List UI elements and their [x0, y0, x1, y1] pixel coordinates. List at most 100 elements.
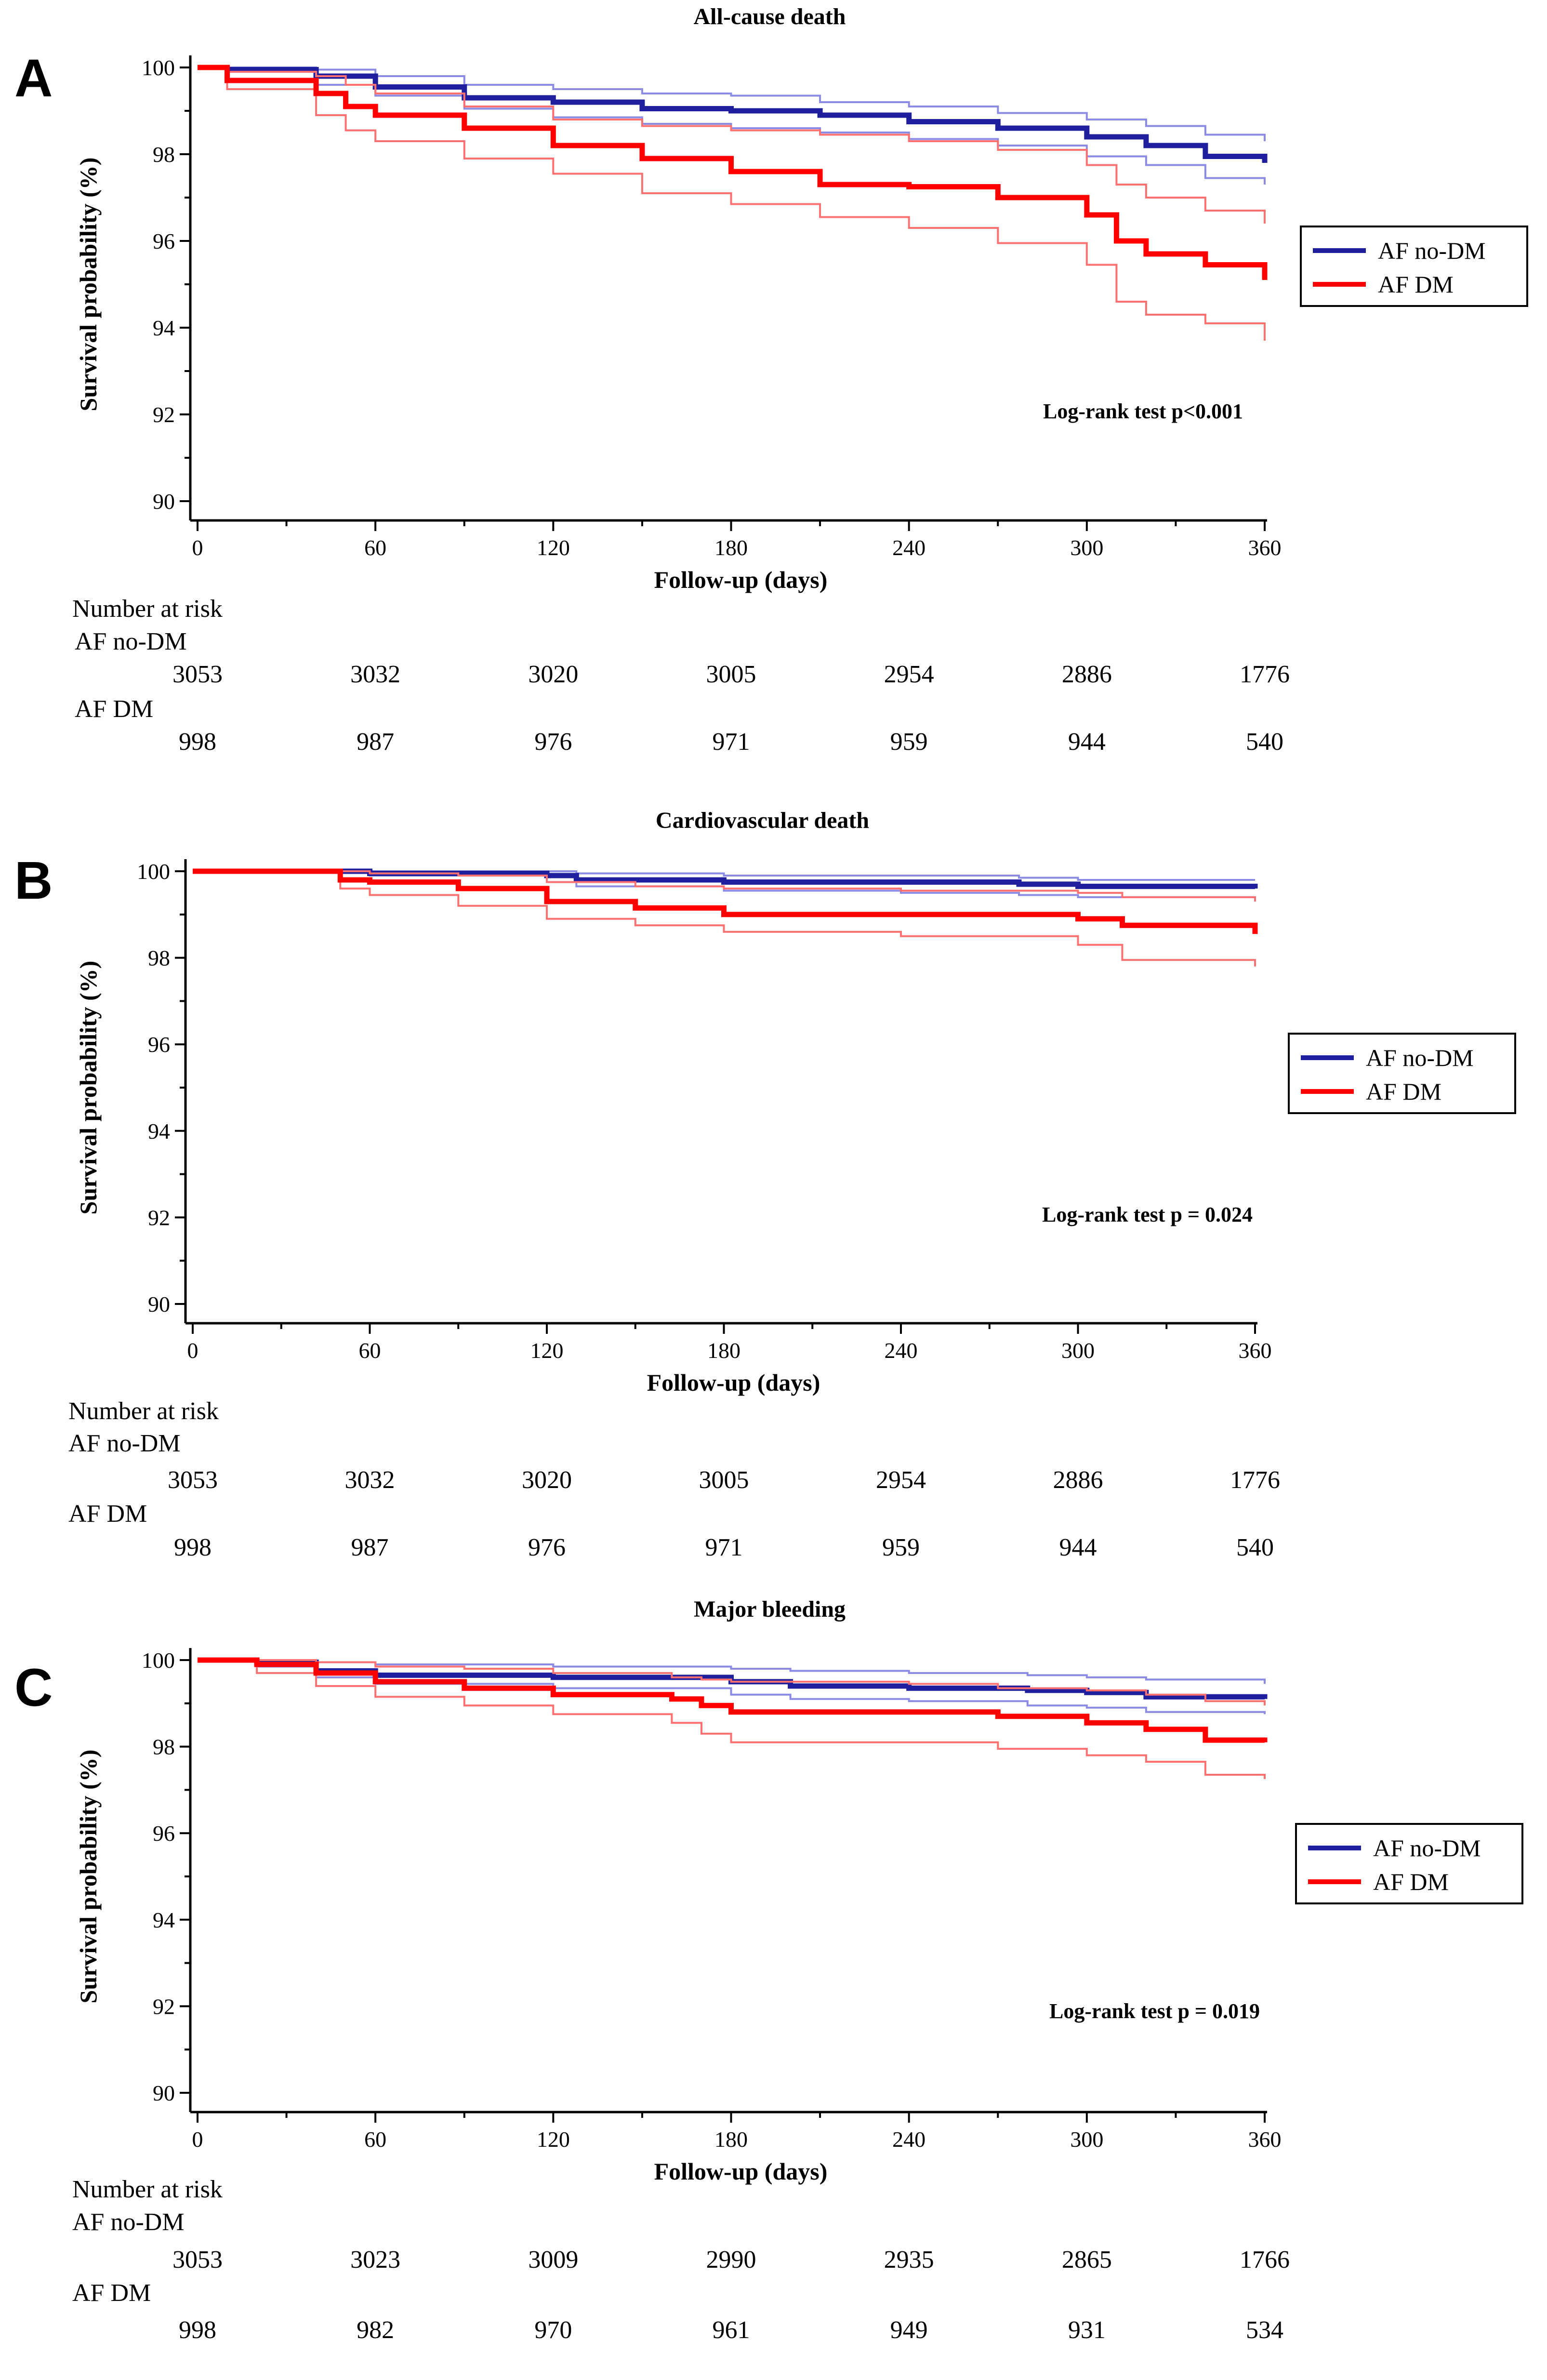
y-tick-label: 90 [148, 1292, 170, 1316]
risk-value: 3032 [345, 1466, 395, 1494]
risk-value: 3023 [350, 2246, 400, 2274]
risk-value: 976 [528, 1534, 566, 1561]
x-tick-label: 240 [892, 2127, 926, 2152]
risk-value: 971 [705, 1534, 743, 1561]
y-axis-label: Survival probability (%) [75, 158, 102, 412]
survival-line [198, 65, 1268, 280]
y-tick-label: 96 [148, 1032, 170, 1057]
series-af-no-dm [193, 868, 1258, 900]
risk-value: 961 [713, 2316, 750, 2344]
x-tick-label: 180 [714, 2127, 748, 2152]
risk-value: 2886 [1062, 661, 1112, 688]
risk-value: 982 [357, 2316, 394, 2344]
risk-value: 2954 [876, 1466, 926, 1494]
chart-title: Cardiovascular death [656, 808, 869, 833]
y-tick-label: 90 [153, 489, 175, 514]
risk-value: 987 [357, 728, 394, 756]
risk-value: 987 [351, 1534, 389, 1561]
y-tick-label: 94 [153, 1908, 175, 1932]
risk-value: 959 [890, 728, 928, 756]
logrank-annotation: Log-rank test p = 0.024 [1042, 1203, 1253, 1226]
y-tick-label: 92 [153, 1994, 175, 2019]
risk-heading: Number at risk [72, 2176, 223, 2203]
risk-value: 971 [713, 728, 750, 756]
risk-value: 959 [882, 1534, 920, 1561]
y-tick-label: 100 [142, 55, 175, 80]
panel-letter: B [14, 851, 53, 910]
risk-value: 998 [174, 1534, 212, 1561]
risk-value: 2886 [1053, 1466, 1103, 1494]
risk-value: 944 [1059, 1534, 1097, 1561]
legend-label: AF no-DM [1378, 237, 1486, 264]
x-tick-label: 240 [885, 1338, 918, 1363]
x-tick-label: 300 [1061, 1338, 1095, 1363]
x-tick-label: 0 [192, 2127, 203, 2152]
legend-label: AF no-DM [1373, 1835, 1481, 1861]
y-tick-label: 94 [148, 1119, 170, 1143]
risk-heading: Number at risk [72, 595, 223, 623]
legend-label: AF DM [1373, 1868, 1449, 1895]
risk-value: 3005 [706, 661, 756, 688]
risk-value: 3020 [522, 1466, 572, 1494]
legend-label: AF DM [1366, 1078, 1441, 1105]
survival-line [198, 1657, 1268, 1743]
x-tick-label: 60 [359, 1338, 381, 1363]
number-at-risk-table: Number at risk AF no-DM 3053 3023 3009 2990 29… [72, 2176, 1290, 2344]
legend: AF no-DM AF DM [1300, 226, 1528, 307]
legend: AF no-DM AF DM [1288, 1033, 1516, 1114]
logrank-annotation: Log-rank test p<0.001 [1043, 399, 1243, 423]
x-tick-label: 120 [537, 535, 570, 560]
risk-group-label: AF no-DM [75, 628, 187, 655]
ci-upper-line [198, 66, 1266, 224]
x-tick-label: 60 [364, 2127, 386, 2152]
risk-value: 2990 [706, 2246, 756, 2274]
legend-box [1295, 1823, 1523, 1904]
y-tick-label: 98 [153, 1735, 175, 1759]
risk-value: 1776 [1230, 1466, 1280, 1494]
risk-group-label: AF DM [72, 2279, 151, 2307]
y-tick-label: 100 [142, 1648, 175, 1673]
y-tick-label: 92 [148, 1205, 170, 1230]
logrank-annotation: Log-rank test p = 0.019 [1049, 1999, 1260, 2023]
ci-lower-line [193, 870, 1256, 967]
risk-value: 3053 [168, 1466, 218, 1494]
risk-group-label: AF no-DM [68, 1430, 181, 1457]
y-axis-label: Survival probability (%) [75, 1750, 102, 2004]
x-tick-label: 120 [530, 1338, 564, 1363]
panel-letter: A [14, 49, 53, 108]
survival-line [193, 868, 1258, 934]
series-af-dm [198, 65, 1268, 341]
risk-value: 540 [1236, 1534, 1274, 1561]
y-axis-label: Survival probability (%) [75, 961, 102, 1215]
series-af-dm [193, 868, 1258, 967]
x-tick-label: 360 [1248, 2127, 1282, 2152]
legend-label: AF DM [1378, 271, 1454, 298]
x-tick-label: 180 [714, 535, 748, 560]
y-tick-label: 96 [153, 1821, 175, 1846]
risk-value: 3009 [528, 2246, 578, 2274]
ci-lower-line [198, 1659, 1266, 1779]
risk-value: 3005 [699, 1466, 749, 1494]
x-tick-label: 0 [192, 535, 203, 560]
y-tick-label: 96 [153, 229, 175, 253]
risk-value: 534 [1246, 2316, 1283, 2344]
risk-value: 3053 [172, 2246, 223, 2274]
ci-lower-line [198, 66, 1266, 341]
risk-value: 998 [179, 2316, 216, 2344]
risk-value: 3020 [528, 661, 578, 688]
panel-letter: C [14, 1658, 53, 1717]
risk-value: 2954 [884, 661, 934, 688]
x-tick-label: 360 [1248, 535, 1282, 560]
x-tick-label: 0 [187, 1338, 198, 1363]
chart-title: All-cause death [694, 4, 846, 29]
ci-upper-line [198, 66, 1266, 141]
legend-box [1300, 226, 1528, 307]
panel-b: B Cardiovascular death 90 92 94 96 98 100 0 60 120… [14, 808, 1516, 1561]
legend: AF no-DM AF DM [1295, 1823, 1523, 1904]
number-at-risk-table: Number at risk AF no-DM 3053 3032 3020 3005 29… [68, 1397, 1280, 1561]
risk-value: 3032 [350, 661, 400, 688]
risk-value: 931 [1068, 2316, 1106, 2344]
risk-value: 976 [534, 728, 572, 756]
x-axis-label: Follow-up (days) [654, 2158, 828, 2185]
